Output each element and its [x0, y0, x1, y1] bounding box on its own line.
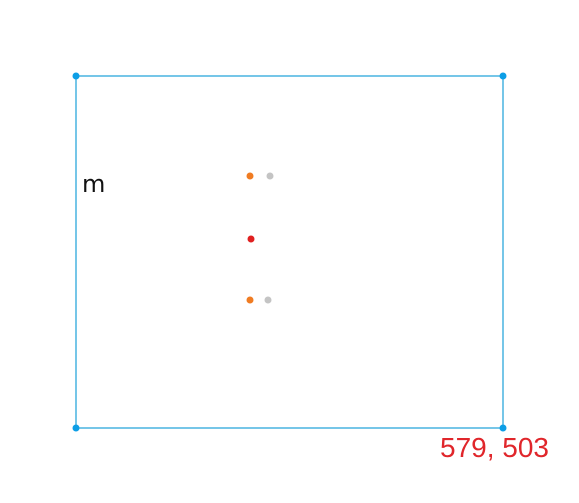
glyph-label: m: [82, 170, 106, 198]
orange-point-top: [246, 172, 254, 180]
red-center-point: [247, 235, 255, 243]
corner-handle-bottom-left[interactable]: [72, 424, 80, 432]
dimensions-label: 579, 503: [440, 432, 549, 463]
corner-handle-top-right[interactable]: [499, 72, 507, 80]
bounding-frame: [75, 75, 504, 429]
gray-point-top: [266, 172, 274, 180]
gray-point-bottom: [264, 296, 272, 304]
orange-point-bottom: [246, 296, 254, 304]
corner-handle-top-left[interactable]: [72, 72, 80, 80]
corner-handle-bottom-right[interactable]: [499, 424, 507, 432]
